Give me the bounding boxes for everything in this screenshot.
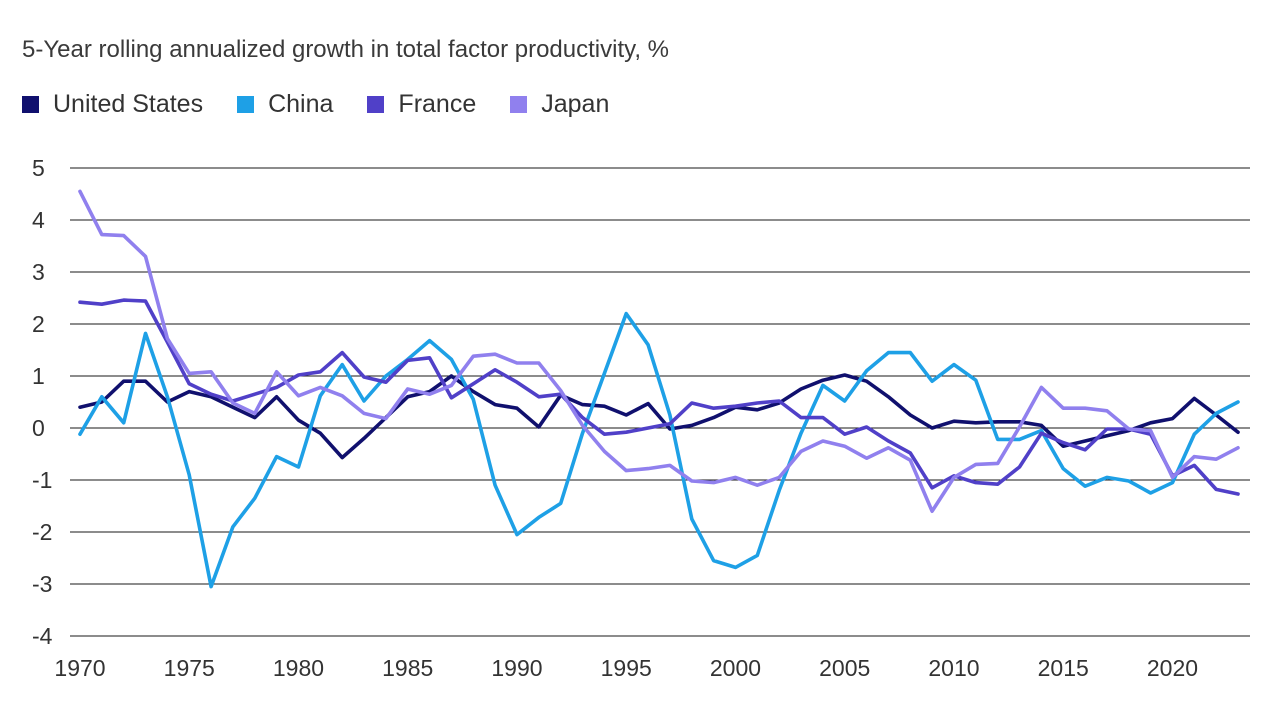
- series-line-france: [78, 298, 1240, 496]
- series-line-china: [78, 311, 1240, 589]
- x-tick-label: 1990: [491, 655, 542, 681]
- y-tick-label: 5: [32, 155, 45, 181]
- y-tick-label: 1: [32, 363, 45, 389]
- legend-swatch-japan: [510, 96, 528, 113]
- x-tick-label: 1980: [273, 655, 324, 681]
- legend-label-japan: Japan: [541, 90, 610, 118]
- series-line-united-states: [78, 373, 1240, 460]
- y-tick-label: 4: [32, 207, 45, 233]
- x-tick-label: 1995: [601, 655, 652, 681]
- legend-item-france: France: [367, 90, 476, 119]
- legend-item-united-states: United States: [22, 90, 203, 119]
- legend-label-united-states: United States: [53, 90, 204, 118]
- legend-swatch-france: [367, 96, 385, 113]
- legend-item-japan: Japan: [510, 90, 609, 119]
- x-tick-label: 2000: [710, 655, 761, 681]
- y-tick-label: 0: [32, 415, 45, 441]
- x-tick-label: 2010: [928, 655, 979, 681]
- x-tick-label: 2015: [1038, 655, 1089, 681]
- series-line-japan: [78, 189, 1240, 514]
- y-tick-label: -2: [32, 519, 52, 545]
- legend-swatch-china: [237, 96, 255, 113]
- x-tick-label: 1970: [54, 655, 105, 681]
- y-tick-label: 2: [32, 311, 45, 337]
- chart-title: 5-Year rolling annualized growth in tota…: [22, 36, 670, 63]
- y-tick-label: -3: [32, 571, 52, 597]
- y-tick-label: 3: [32, 259, 45, 285]
- chart-legend: United States China France Japan: [22, 90, 609, 119]
- legend-label-france: France: [398, 90, 477, 118]
- x-tick-label: 1975: [164, 655, 215, 681]
- x-tick-label: 1985: [382, 655, 433, 681]
- legend-label-china: China: [268, 90, 334, 118]
- y-tick-label: -1: [32, 467, 52, 493]
- legend-swatch-united-states: [22, 96, 39, 113]
- y-tick-label: -4: [32, 623, 53, 649]
- x-tick-label: 2020: [1147, 655, 1198, 681]
- legend-item-china: China: [237, 90, 333, 119]
- x-tick-label: 2005: [819, 655, 870, 681]
